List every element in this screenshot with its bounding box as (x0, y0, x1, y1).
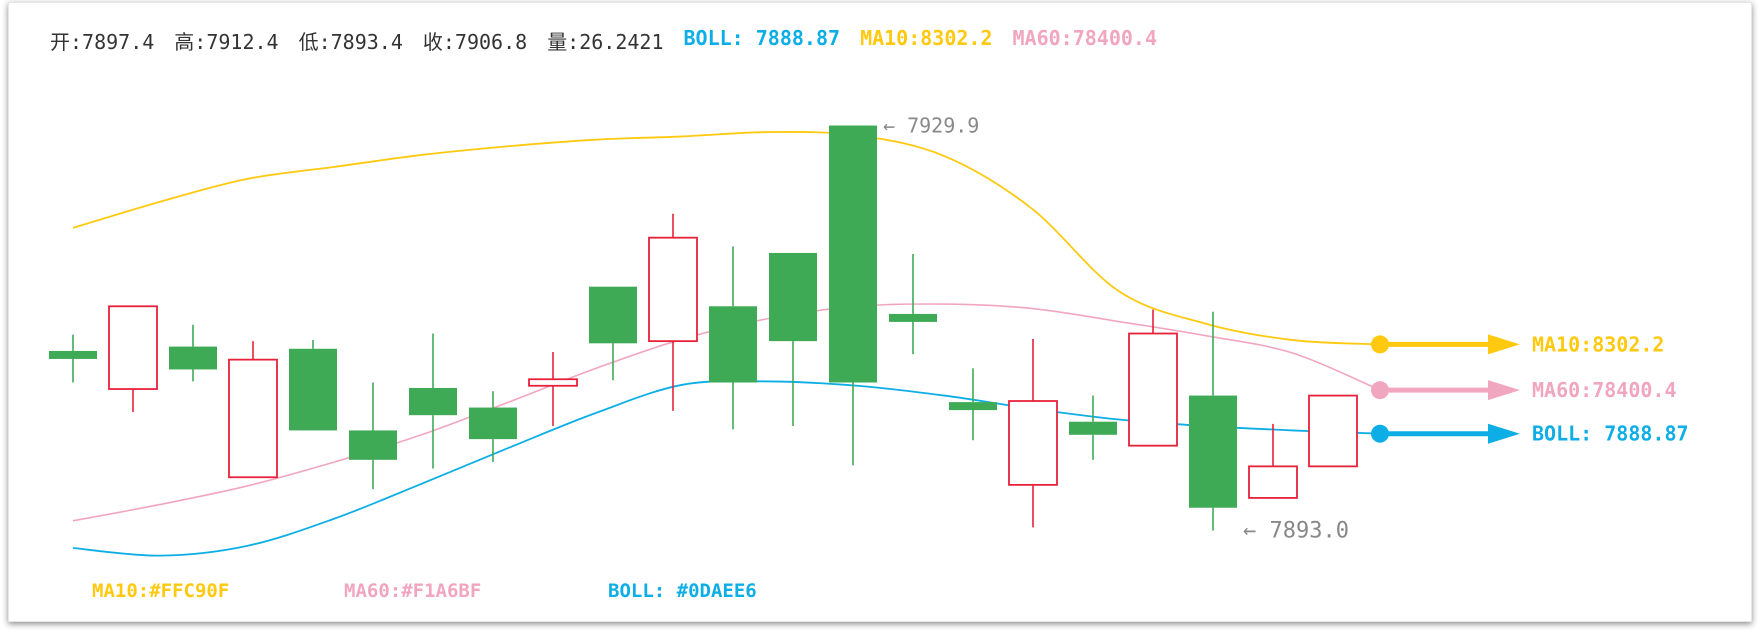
ma10-line (72, 131, 1381, 346)
candle-body-down (589, 286, 637, 344)
candle-body-up (648, 236, 698, 343)
candle-body-down (169, 346, 217, 370)
max-annotation: ← 7929.9 (883, 114, 979, 138)
candle-body-down (889, 313, 937, 322)
candle-body-up (1248, 465, 1298, 499)
candle-body-up (108, 305, 158, 390)
candle-body-down (349, 430, 397, 460)
candle-body-up (228, 358, 278, 479)
candle-body-down (409, 387, 457, 416)
candle-body-down (469, 407, 517, 440)
legend-ma10: MA10:#FFC90F (92, 580, 230, 602)
ma10-end-label: MA10:8302.2 (1532, 332, 1664, 356)
ma10-arrow-head (1488, 334, 1520, 355)
candle-body-down (709, 306, 757, 383)
ma60-value: MA60:78400.4 (1012, 26, 1158, 50)
low-value: 低:7893.4 (298, 30, 403, 54)
candle-body-up (528, 378, 578, 387)
candle-body-down (949, 402, 997, 411)
boll-arrow-head (1488, 423, 1520, 444)
candle-body-down (1189, 395, 1237, 508)
chart-card (8, 2, 1752, 622)
open-value: 开:7897.4 (50, 30, 155, 54)
candle-body-up (1128, 332, 1178, 447)
candle-body-down (289, 348, 337, 431)
candle-body-down (1069, 421, 1117, 435)
candle-body-up (1308, 394, 1358, 468)
boll-end-label: BOLL: 7888.87 (1532, 422, 1689, 446)
min-annotation: ← 7893.0 (1243, 519, 1349, 544)
candle-body-down (49, 350, 97, 359)
ohlc-header: 开:7897.4 高:7912.4 低:7893.4 收:7906.8 量:26… (50, 26, 1177, 55)
candle-body-down (829, 125, 877, 383)
boll-value: BOLL: 7888.87 (683, 26, 841, 50)
candle-body-down (769, 252, 817, 342)
high-value: 高:7912.4 (174, 30, 279, 54)
volume-value: 量:26.2421 (547, 30, 664, 54)
legend-boll: BOLL: #0DAEE6 (608, 580, 757, 602)
close-value: 收:7906.8 (422, 30, 528, 54)
candle-body-up (1008, 400, 1058, 486)
legend-ma60: MA60:#F1A6BF (344, 580, 482, 602)
ma60-end-label: MA60:78400.4 (1532, 378, 1677, 402)
ma60-arrow-head (1488, 380, 1520, 401)
ma10-value: MA10:8302.2 (860, 26, 993, 50)
